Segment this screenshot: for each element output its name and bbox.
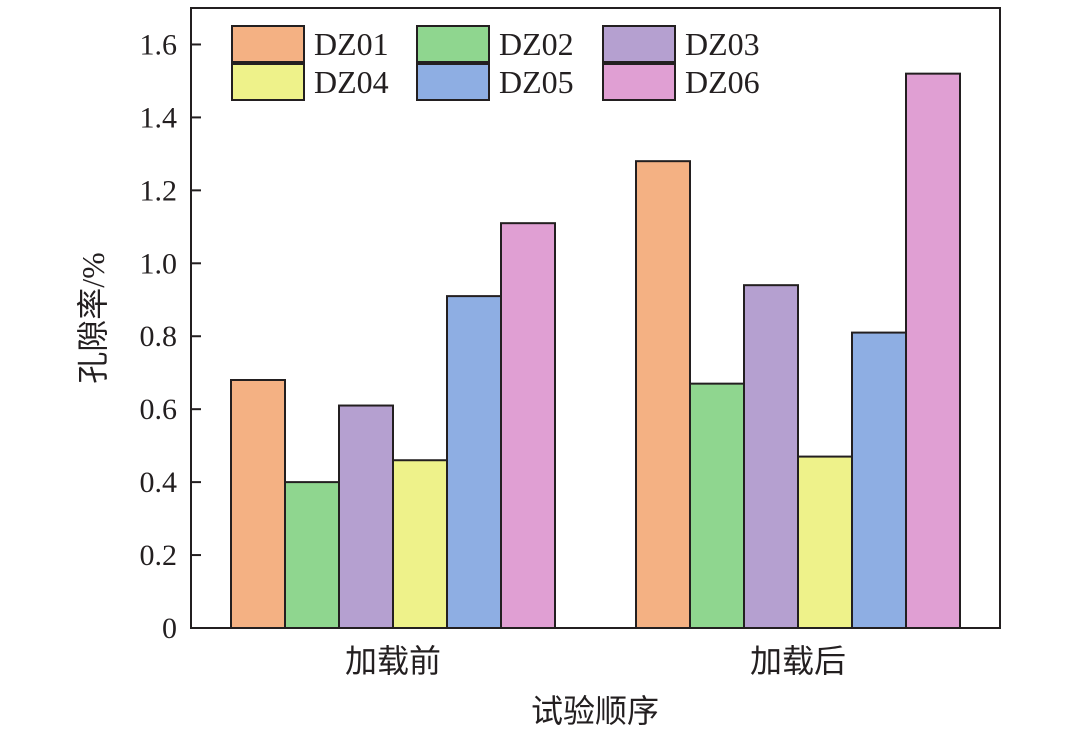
legend-swatch-dz02 — [416, 25, 490, 63]
legend-label-dz02: DZ02 — [499, 26, 574, 62]
y-tick-label: 0.4 — [140, 466, 178, 499]
plot-frame — [190, 7, 1001, 629]
bar-dz03-2 — [743, 284, 799, 629]
bar-dz01-1 — [230, 379, 286, 629]
y-tick-label: 1.4 — [140, 101, 178, 134]
y-axis-title: 孔隙率/% — [75, 252, 111, 384]
legend-swatch-dz03 — [602, 25, 676, 63]
x-category-label: 加载后 — [750, 643, 846, 679]
legend-swatch-dz06 — [602, 63, 676, 101]
y-tick-label: 1.0 — [140, 247, 178, 280]
legend-label-dz01: DZ01 — [314, 26, 389, 62]
bar-dz06-2 — [905, 72, 961, 630]
y-axis: 0 0.2 0.4 0.6 0.8 1.0 1.2 1.4 1.6 — [140, 28, 201, 645]
y-tick-label: 1.2 — [140, 174, 178, 207]
bar-dz03-1 — [338, 404, 394, 629]
bar-dz06-1 — [500, 222, 556, 629]
legend-label-dz03: DZ03 — [685, 26, 760, 62]
y-tick-label: 0.8 — [140, 320, 178, 353]
bar-dz02-1 — [284, 481, 340, 629]
legend-label-dz04: DZ04 — [314, 64, 389, 100]
bar-dz05-2 — [851, 331, 907, 629]
bar-dz01-2 — [635, 160, 691, 629]
x-category-label: 加载前 — [345, 643, 441, 679]
bar-dz04-1 — [392, 459, 448, 629]
x-axis: 加载前 加载后 — [345, 643, 846, 679]
y-tick-label: 0.6 — [140, 393, 178, 426]
legend: DZ01 DZ02 DZ03 DZ04 DZ05 DZ06 — [231, 25, 760, 101]
legend-label-dz05: DZ05 — [499, 64, 574, 100]
y-tick-label: 0 — [162, 612, 177, 645]
bars-layer — [230, 72, 961, 630]
y-tick-label: 0.2 — [140, 539, 178, 572]
legend-label-dz06: DZ06 — [685, 64, 760, 100]
bar-dz02-2 — [689, 382, 745, 629]
bar-dz04-2 — [797, 455, 853, 629]
y-tick-label: 1.6 — [140, 28, 178, 61]
legend-swatch-dz04 — [231, 63, 305, 101]
legend-swatch-dz01 — [231, 25, 305, 63]
x-axis-title: 试验顺序 — [531, 693, 659, 729]
legend-swatch-dz05 — [416, 63, 490, 101]
bar-dz05-1 — [446, 295, 502, 629]
